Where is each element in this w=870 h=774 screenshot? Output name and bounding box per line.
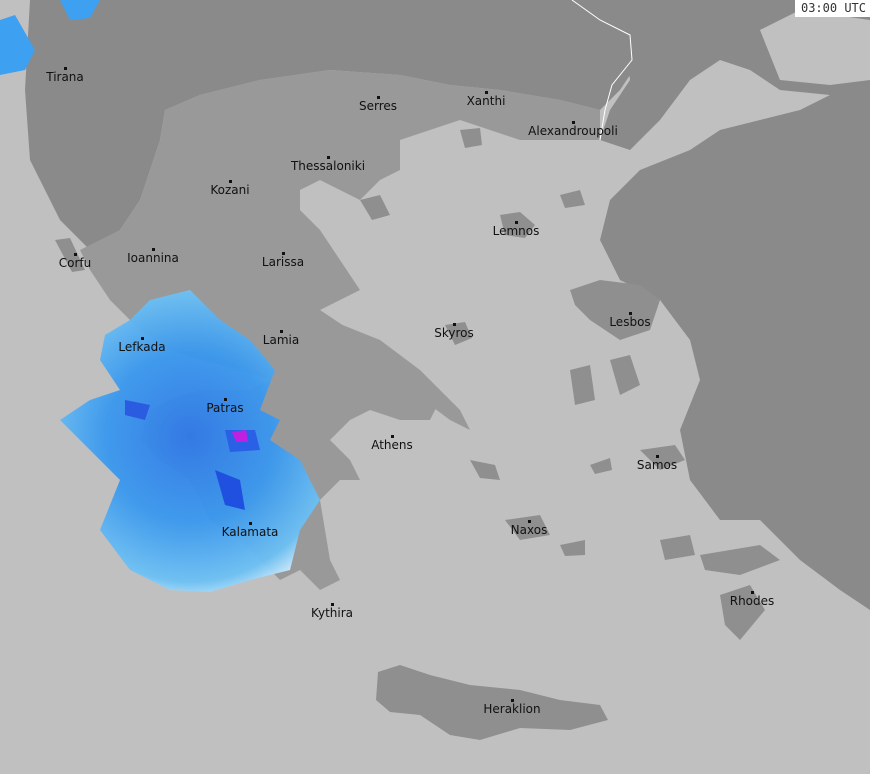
land-balkans: [25, 0, 640, 250]
city-dot: [282, 252, 285, 255]
land-crete: [376, 665, 608, 740]
city-dot: [249, 522, 252, 525]
city-label: Larissa: [261, 255, 305, 269]
city-dot: [74, 253, 77, 256]
city-label: Kozani: [210, 183, 250, 197]
city-label: Lefkada: [118, 340, 166, 354]
city-dot: [224, 398, 227, 401]
city-label: Lamia: [262, 333, 300, 347]
city-dot: [280, 330, 283, 333]
city-label: Naxos: [510, 523, 548, 537]
radar-echo-main: [60, 290, 320, 592]
city-dot: [511, 699, 514, 702]
city-dot: [331, 603, 334, 606]
city-label: Kalamata: [221, 525, 279, 539]
city-dot: [515, 221, 518, 224]
city-dot: [64, 67, 67, 70]
city-label: Skyros: [434, 326, 474, 340]
radar-echo-north: [60, 0, 100, 20]
city-label: Xanthi: [466, 94, 506, 108]
border-greece-turkey: [571, 0, 633, 141]
city-label: Heraklion: [483, 702, 541, 716]
city-dot: [572, 121, 575, 124]
city-label: Kythira: [310, 606, 354, 620]
radar-echo-peak: [232, 430, 248, 442]
radar-echo-heavy: [125, 400, 150, 420]
city-dot: [377, 96, 380, 99]
city-label: Alexandroupoli: [528, 124, 618, 138]
city-label: Tirana: [46, 70, 84, 84]
city-dot: [629, 312, 632, 315]
radar-echoes: [0, 0, 320, 592]
city-dot: [453, 323, 456, 326]
city-dot: [141, 337, 144, 340]
city-dot: [152, 248, 155, 251]
city-dot: [391, 435, 394, 438]
city-label: Patras: [206, 401, 244, 415]
islands: [55, 128, 780, 640]
city-label: Ioannina: [127, 251, 179, 265]
city-dot: [485, 91, 488, 94]
city-dot: [327, 156, 330, 159]
city-label: Samos: [636, 458, 678, 472]
timestamp: 03:00 UTC: [794, 0, 870, 17]
city-label: Thessaloniki: [290, 159, 366, 173]
city-label: Rhodes: [729, 594, 775, 608]
city-dot: [528, 520, 531, 523]
city-label: Lemnos: [492, 224, 540, 238]
land-turkey: [600, 0, 870, 610]
city-dot: [229, 180, 232, 183]
city-label: Athens: [371, 438, 413, 452]
city-label: Lesbos: [609, 315, 651, 329]
land-evia: [330, 320, 470, 430]
radar-echo-heavy: [215, 470, 245, 510]
radar-echo-north: [0, 15, 35, 75]
city-dot: [656, 455, 659, 458]
city-label: Serres: [358, 99, 398, 113]
city-dot: [751, 591, 754, 594]
city-label: Corfu: [58, 256, 92, 270]
